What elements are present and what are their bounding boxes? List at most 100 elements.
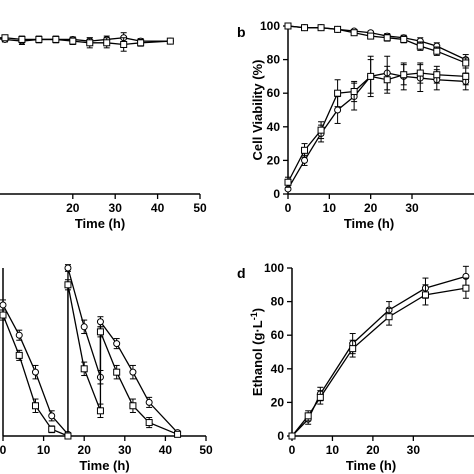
panel-c-data-point-circle — [80, 323, 88, 331]
panel-d-data-point-square — [462, 284, 470, 292]
panel-b-x-tick-label: 0 — [285, 201, 292, 215]
panel-b-data-point-square — [301, 24, 309, 32]
panel-a: 20 30 40 50 Time (h) — [0, 32, 207, 231]
panel-c-data-point-circle — [64, 264, 72, 272]
panel-a-data-point-square — [52, 35, 60, 43]
panel-d-x-tick-label: 20 — [366, 443, 380, 457]
panel-b-data-point-square — [400, 71, 408, 79]
panel-d-data-point-square — [349, 345, 357, 353]
panel-a-series-1 — [0, 34, 174, 52]
panel-c-data-point-circle — [0, 301, 7, 309]
panel-b-data-point-square — [433, 47, 441, 55]
panel-b-series-2 — [284, 55, 470, 195]
panel-b-data-point-square — [350, 29, 358, 37]
panel-d-x-tick-label: 0 — [289, 443, 296, 457]
panel-b-y-tick-label: 20 — [267, 153, 281, 167]
panel-b-data-point-square — [383, 76, 391, 84]
panel-d-y-tick-label: 20 — [271, 395, 285, 409]
panel-c-data-point-square — [129, 402, 137, 410]
panel-c-data-point-square — [145, 419, 153, 427]
panel-c-data-point-circle — [15, 331, 23, 339]
panel-a-data-point-square — [35, 35, 43, 43]
panel-c-x-tick-label: 40 — [159, 443, 173, 457]
panel-b-y-tick-label: 60 — [267, 86, 281, 100]
panel-a-x-tick-label: 30 — [109, 201, 123, 215]
panel-b-y-tick-label: 0 — [273, 187, 280, 201]
panel-d-data-point-square — [288, 432, 296, 440]
panel-b-series-1 — [284, 22, 470, 69]
panel-d-x-axis-label: Time (h) — [346, 458, 396, 473]
panel-b-data-point-circle — [334, 106, 342, 114]
panel-b-data-point-square — [284, 178, 292, 186]
panel-c-data-point-square — [48, 425, 56, 433]
panel-a-x-tick-label: 50 — [193, 201, 207, 215]
panel-b-y-tick-label: 80 — [267, 53, 281, 67]
panel-c-data-point-circle — [31, 368, 39, 376]
panel-d-series-1 — [288, 277, 470, 440]
panel-c-series-1 — [0, 279, 182, 440]
panel-c-x-tick-label: 10 — [37, 443, 51, 457]
panel-b-data-point-square — [367, 72, 375, 80]
panel-d-y-tick-label: 40 — [271, 362, 285, 376]
panel-c-series-line — [2, 267, 179, 437]
panel-d-letter: d — [237, 265, 246, 281]
panel-c-data-point-square — [0, 311, 7, 319]
panel-b-data-point-square — [367, 32, 375, 40]
panel-a-data-point-square — [86, 39, 94, 47]
panel-c-x-tick-label: 30 — [118, 443, 132, 457]
panel-b-data-point-square — [334, 89, 342, 97]
panel-b-x-tick-label: 10 — [323, 201, 337, 215]
panel-b-data-point-square — [400, 35, 408, 43]
panel-b-y-axis-label: Cell Viability (%) — [250, 60, 265, 161]
panel-c-x-tick-label: 20 — [78, 443, 92, 457]
panel-d-x-tick-label: 10 — [326, 443, 340, 457]
panel-b-data-point-square — [416, 42, 424, 50]
panel-a-data-point-square — [18, 35, 26, 43]
panel-c-x-axis-label: Time (h) — [79, 458, 129, 473]
panel-b-data-point-square — [284, 22, 292, 30]
panel-a-x-tick-label: 20 — [66, 201, 80, 215]
panel-b-data-point-square — [433, 71, 441, 79]
panel-c-data-point-square — [96, 407, 104, 415]
panel-c-series-line — [2, 284, 178, 437]
panel-d-y-tick-label: 80 — [271, 295, 285, 309]
panel-a-data-point-square — [166, 37, 174, 45]
panel-b-data-point-square — [416, 69, 424, 77]
panel-b-data-point-square — [350, 88, 358, 96]
panel-c-data-point-square — [174, 430, 182, 438]
panel-b-x-tick-label: 20 — [364, 201, 378, 215]
panel-c-data-point-circle — [129, 368, 137, 376]
panel-d-y-tick-label: 60 — [271, 328, 285, 342]
panel-c-data-point-circle — [48, 412, 56, 420]
panel-d-x-tick-label: 30 — [407, 443, 421, 457]
panel-b-series-0 — [284, 22, 470, 66]
panel-b-data-point-square — [383, 34, 391, 42]
panel-a-x-tick-label: 40 — [151, 201, 165, 215]
panel-a-data-point-square — [69, 37, 77, 45]
panel-b-x-tick-label: 30 — [405, 201, 419, 215]
panel-d: d 0 10 20 30 Time (h) 0 20 40 60 80 100 Ethanol (g·… — [237, 261, 474, 473]
panel-d-series-line — [291, 275, 467, 437]
panel-d-series-line — [291, 287, 467, 437]
panel-b-y-tick-label: 40 — [267, 120, 281, 134]
panel-b-data-point-square — [462, 72, 470, 80]
panel-b-y-tick-label: 100 — [260, 19, 280, 33]
panel-d-data-point-square — [304, 412, 312, 420]
panel-c-x-tick-label: 50 — [199, 443, 213, 457]
panel-a-data-point-square — [103, 39, 111, 47]
panel-c-data-point-square — [15, 351, 23, 359]
panel-b-data-point-circle — [301, 156, 309, 164]
panel-b-series-line — [287, 72, 466, 190]
panel-c-data-point-square — [96, 328, 104, 336]
panel-a-data-point-square — [120, 40, 128, 48]
panel-c-data-point-circle — [96, 318, 104, 326]
panel-c-data-point-square — [64, 432, 72, 440]
panel-d-y-tick-label: 100 — [264, 261, 284, 275]
panel-d-y-tick-label: 0 — [277, 429, 284, 443]
panel-c-data-point-square — [113, 368, 121, 376]
panel-c-data-point-square — [80, 365, 88, 373]
panel-b-series-3 — [284, 59, 470, 188]
panel-d-data-point-square — [385, 313, 393, 321]
panel-a-data-point-square — [1, 34, 9, 42]
